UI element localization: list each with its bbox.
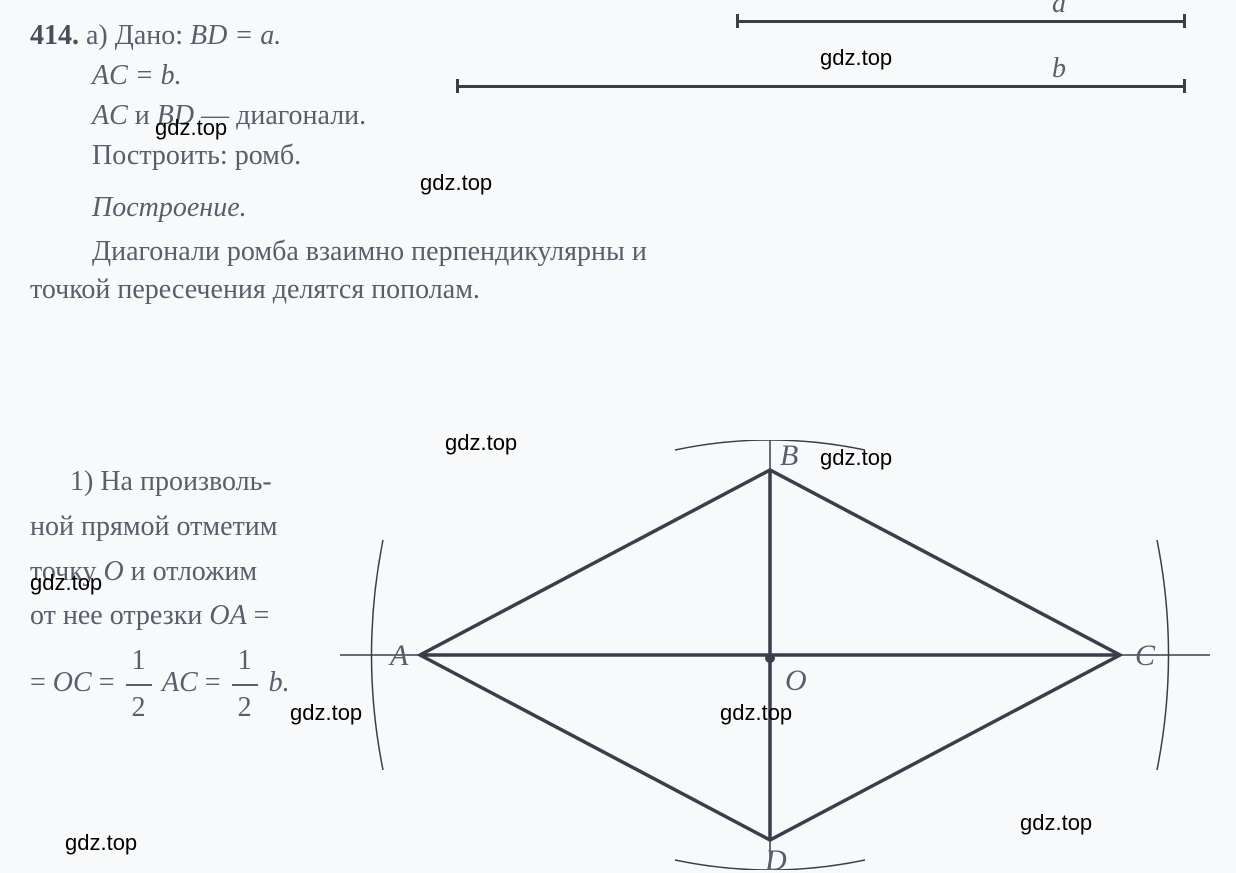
watermark: gdz.top	[155, 115, 227, 141]
line-1: 414. а) Дано: BD = a.	[30, 20, 1206, 52]
rhombus-diagram: A B C D O	[340, 440, 1210, 870]
line-6: Диагонали ромба взаимно перпендикулярны …	[92, 236, 1206, 268]
fraction-1: 12	[126, 639, 152, 731]
fraction-2: 12	[232, 639, 258, 731]
line-3: AC и BD — диагонали.	[92, 100, 1206, 132]
watermark: gdz.top	[420, 170, 492, 196]
svg-text:D: D	[764, 844, 787, 870]
segment-b: b	[456, 85, 1186, 88]
watermark: gdz.top	[820, 445, 892, 471]
watermark: gdz.top	[65, 830, 137, 856]
svg-text:A: A	[388, 639, 409, 672]
segment-a-line	[736, 20, 1186, 23]
watermark: gdz.top	[720, 700, 792, 726]
line-4: Построить: ромб.	[92, 140, 1206, 172]
watermark: gdz.top	[445, 430, 517, 456]
problem-number: 414.	[30, 20, 79, 51]
watermark: gdz.top	[30, 570, 102, 596]
svg-text:B: B	[780, 440, 798, 472]
line-5: Построение.	[92, 192, 1206, 224]
segment-a: a	[736, 20, 1186, 23]
svg-text:C: C	[1135, 639, 1156, 672]
segment-b-line	[456, 85, 1186, 88]
watermark: gdz.top	[290, 700, 362, 726]
line-7: точкой пересечения делятся пополам.	[30, 274, 1206, 306]
watermark: gdz.top	[1020, 810, 1092, 836]
svg-text:O: O	[785, 664, 807, 697]
watermark: gdz.top	[820, 45, 892, 71]
